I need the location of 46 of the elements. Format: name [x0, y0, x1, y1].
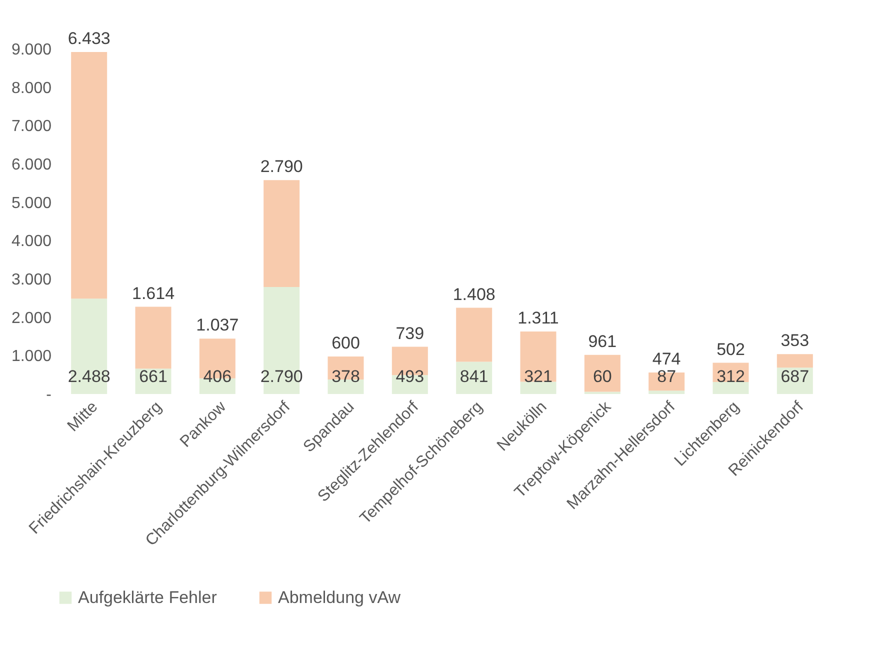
bar [712, 382, 749, 394]
data-label: 6.433 [68, 29, 110, 48]
bar [520, 331, 556, 382]
data-label: 502 [716, 340, 745, 359]
data-label: 961 [588, 332, 617, 351]
data-label: 378 [332, 367, 360, 386]
data-label: 739 [396, 324, 424, 343]
data-label: 600 [332, 334, 360, 353]
bar [456, 308, 492, 362]
data-label: 1.037 [196, 316, 239, 335]
bar [648, 390, 685, 394]
bar [71, 52, 108, 299]
data-label: 353 [780, 331, 810, 350]
y-tick-label: 6.000 [11, 156, 52, 174]
data-label: 312 [716, 367, 745, 386]
bar [776, 354, 813, 368]
data-label: 321 [524, 367, 552, 386]
data-label: 687 [780, 367, 810, 386]
y-tick-label: - [46, 386, 52, 404]
bar [135, 306, 172, 369]
data-label: 1.408 [452, 284, 496, 304]
data-label: 493 [396, 367, 424, 386]
y-tick-label: 1.000 [11, 348, 52, 366]
y-tick-label: 7.000 [11, 118, 52, 136]
y-tick-label: 4.000 [11, 233, 52, 250]
data-label: 1.311 [518, 308, 559, 328]
bar [584, 354, 620, 392]
y-tick-label: 5.000 [11, 194, 52, 212]
legend-label: Aufgeklärte Fehler [78, 588, 218, 607]
data-label: 1.614 [132, 284, 175, 303]
data-label: 406 [203, 367, 232, 386]
data-label: 2.488 [68, 367, 110, 386]
y-tick-label: 9.000 [11, 42, 52, 58]
y-tick-label: 3.000 [11, 272, 52, 288]
legend-label: Abmeldung vAw [278, 588, 402, 607]
data-label: 474 [652, 349, 681, 368]
data-label: 2.790 [260, 367, 303, 386]
y-tick-label: 2.000 [11, 310, 52, 327]
data-label: 60 [592, 367, 612, 386]
data-label: 2.790 [260, 157, 303, 176]
data-label: 841 [460, 367, 488, 386]
y-tick-label: 8.000 [11, 80, 52, 97]
bar [520, 382, 556, 394]
data-label: 87 [657, 367, 676, 386]
bar [264, 180, 300, 288]
data-label: 661 [139, 367, 168, 386]
